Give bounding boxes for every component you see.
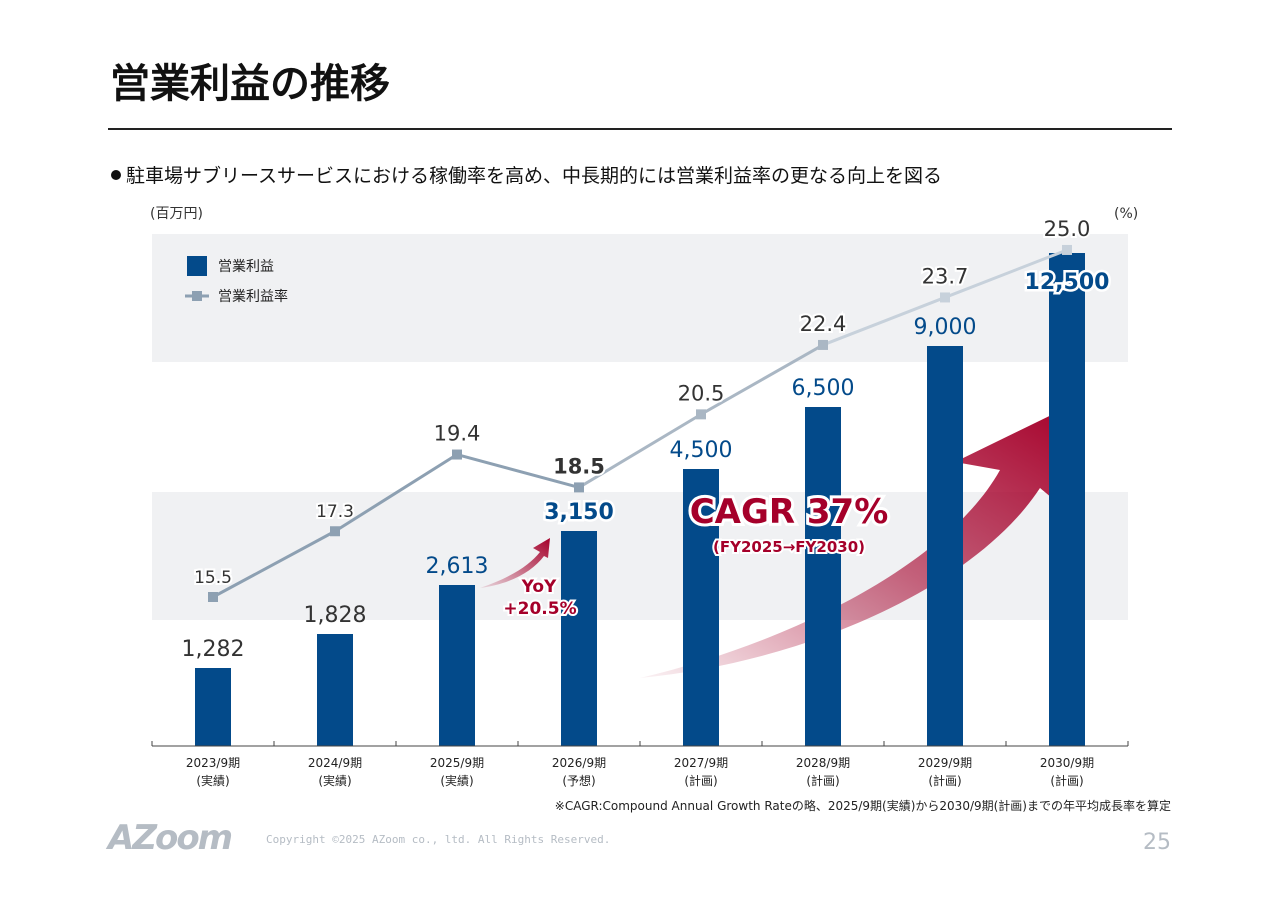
bar-value-label: 3,150 xyxy=(544,500,614,525)
rate-value-label: 19.4 xyxy=(434,422,481,446)
azoom-logo: AZoom xyxy=(105,818,234,858)
copyright: Copyright ©2025 AZoom co., ltd. All Righ… xyxy=(266,833,610,846)
bar-value-label: 6,500 xyxy=(792,376,855,401)
yoy-value: +20.5% xyxy=(503,599,576,619)
yoy-arrow xyxy=(480,538,550,588)
rate-value-label: 18.5 xyxy=(553,454,605,478)
rate-value-label: 22.4 xyxy=(800,312,847,336)
rate-marker xyxy=(1062,244,1072,255)
rate-marker xyxy=(940,292,950,303)
rate-value-label: 20.5 xyxy=(678,381,725,405)
legend-bar-label: 営業利益 xyxy=(218,259,274,275)
x-tick-sublabel: (予想) xyxy=(562,773,595,788)
bar-value-label: 4,500 xyxy=(670,438,733,463)
rate-value-label: 23.7 xyxy=(922,264,969,288)
bar-value-label: 9,000 xyxy=(914,315,977,340)
x-tick-label: 2027/9期 xyxy=(674,756,728,770)
bar-2026/9期 xyxy=(561,531,597,746)
x-tick-label: 2024/9期 xyxy=(308,756,362,770)
legend-line-label: 営業利益率 xyxy=(218,288,288,305)
rate-line-segment xyxy=(456,453,580,489)
rate-line-segment xyxy=(822,296,946,347)
rate-value-label: 25.0 xyxy=(1044,217,1091,241)
legend: 営業利益 営業利益率 xyxy=(185,256,288,305)
x-tick-label: 2025/9期 xyxy=(430,756,484,770)
cagr-label: CAGR 37% xyxy=(690,492,889,532)
bar-value-label: 1,828 xyxy=(304,603,367,628)
x-tick-sublabel: (計画) xyxy=(806,773,839,788)
yoy-label: YoY xyxy=(521,577,557,597)
bar-2030/9期 xyxy=(1049,253,1085,746)
footnote: ※CAGR:Compound Annual Growth Rateの略、2025… xyxy=(555,798,1171,813)
background-band xyxy=(152,234,1128,362)
rate-line-segment xyxy=(944,248,1068,299)
rate-line-segment xyxy=(578,413,702,489)
rate-marker xyxy=(208,592,218,602)
x-tick-label: 2030/9期 xyxy=(1040,756,1094,770)
x-tick-sublabel: (計画) xyxy=(928,773,961,788)
bars-group xyxy=(195,253,1085,746)
legend-line-marker xyxy=(192,291,202,301)
x-tick-label: 2028/9期 xyxy=(796,756,850,770)
x-tick-label: 2026/9期 xyxy=(552,756,606,770)
bar-2028/9期 xyxy=(805,407,841,746)
page-number: 25 xyxy=(1143,830,1171,855)
x-tick-label: 2023/9期 xyxy=(186,756,240,770)
x-axis-ticks: 2023/9期 (実績) 2024/9期 (実績) 2025/9期 (実績) 2026/9期… xyxy=(151,741,1129,788)
rate-line-segment xyxy=(700,343,824,416)
cagr-arrow xyxy=(640,405,1076,678)
page-title: 営業利益の推移 xyxy=(110,61,390,107)
x-tick-sublabel: (計画) xyxy=(684,773,717,788)
logo-text: AZoom xyxy=(105,818,232,858)
rate-line-segment xyxy=(334,453,458,533)
bullet-dot xyxy=(111,170,121,180)
rate-line-segment xyxy=(212,529,336,599)
bar-2027/9期 xyxy=(683,469,719,746)
rate-marker xyxy=(330,526,340,537)
rate-marker xyxy=(818,339,828,350)
bar-2023/9期 xyxy=(195,668,231,746)
cagr-period: (FY2025→FY2030) xyxy=(713,538,865,556)
bar-2029/9期 xyxy=(927,346,963,746)
rate-line-group xyxy=(208,244,1072,602)
legend-bar-swatch xyxy=(187,256,207,276)
bar-2025/9期 xyxy=(439,585,475,746)
x-tick-sublabel: (実績) xyxy=(318,773,351,788)
bar-value-label: 1,282 xyxy=(182,637,245,662)
rate-value-label: 15.5 xyxy=(194,568,232,588)
bullet-text: 駐車場サブリースサービスにおける稼働率を高め、中長期的には営業利益率の更なる向上… xyxy=(126,164,942,187)
rate-value-label: 17.3 xyxy=(316,502,354,522)
bar-2024/9期 xyxy=(317,634,353,746)
x-tick-sublabel: (実績) xyxy=(196,773,229,788)
x-tick-sublabel: (実績) xyxy=(440,773,473,788)
right-axis-unit: (%) xyxy=(1114,206,1138,222)
rate-marker xyxy=(696,409,706,420)
left-axis-unit: (百万円) xyxy=(150,206,203,222)
x-tick-label: 2029/9期 xyxy=(918,756,972,770)
bar-value-label: 12,500 xyxy=(1025,270,1110,295)
rate-marker xyxy=(574,482,584,493)
labels-group: 1,282 1,828 2,613 3,150 4,500 6,500 9,000 12,50… xyxy=(182,215,1112,662)
rate-marker xyxy=(452,449,462,460)
x-tick-sublabel: (計画) xyxy=(1050,773,1083,788)
bar-value-label: 2,613 xyxy=(426,554,489,579)
